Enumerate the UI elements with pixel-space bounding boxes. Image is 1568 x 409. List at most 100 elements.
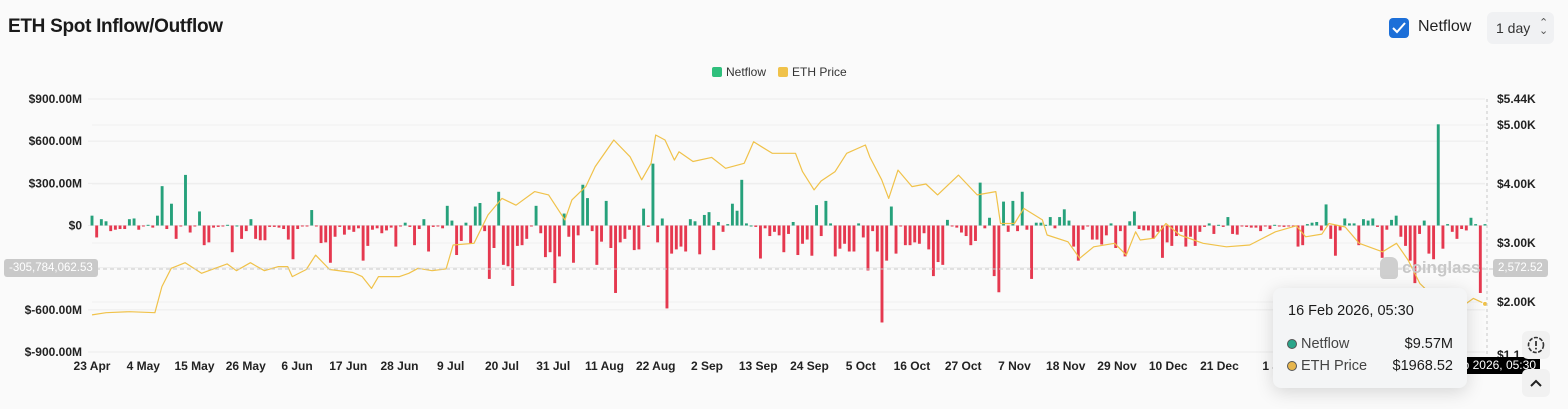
inflow-bar [146,224,150,226]
outflow-bar [567,225,571,237]
x-axis-tick: 18 Nov [1046,359,1086,373]
outflow-bar [254,225,258,239]
outflow-bar [796,225,800,256]
tooltip-value: $1968.52 [1392,358,1453,374]
inflow-bar [1352,223,1356,226]
outflow-bar [819,225,823,237]
outflow-bar [1151,225,1155,239]
inflow-bar [422,219,426,226]
outflow-bar [1282,225,1286,227]
legend-netflow[interactable]: Netflow [712,65,766,79]
outflow-bar [389,225,393,228]
outflow-bar [207,225,211,243]
alert-settings-button[interactable] [1522,331,1550,359]
left-axis-tick: $0 [69,219,83,233]
netflow-checkbox-label[interactable]: Netflow [1418,18,1472,35]
right-axis-tick: $5.44K [1497,92,1536,106]
outflow-bar [1161,225,1164,258]
outflow-bar [212,225,215,228]
legend-price-swatch [778,67,789,77]
inflow-bar [707,212,711,226]
inflow-bar [1044,224,1048,226]
right-axis-tick: $5.00K [1497,118,1536,132]
outflow-bar [777,225,781,236]
outflow-bar [165,225,169,230]
inflow-bar [450,220,454,226]
outflow-bar [992,225,996,277]
tooltip-label: ETH Price [1301,358,1368,374]
inflow-bar [1305,224,1309,226]
outflow-bar [810,225,814,256]
outflow-bar [230,225,234,253]
outflow-bar [179,225,183,227]
inflow-bar [1371,218,1375,226]
outflow-bar [632,225,636,251]
outflow-bar [670,225,674,254]
outflow-bar [487,225,491,279]
inflow-bar [1273,224,1277,226]
outflow-bar [894,225,898,254]
outflow-bar [328,225,332,263]
interval-select[interactable]: 1 day ⌃ ⌄ [1487,12,1554,44]
outflow-bar [1404,225,1407,246]
inflow-bar [1474,224,1478,226]
right-axis-tick: $4.00K [1497,177,1536,191]
outflow-bar [548,225,552,253]
inflow-bar [1315,221,1319,226]
inflow-bar [198,211,201,226]
tooltip-row-netflow: Netflow $9.57M [1287,336,1453,352]
price-dot-icon [1287,361,1297,371]
x-axis-tick: 4 May [127,359,161,373]
outflow-bar [997,225,1001,293]
outflow-bar [974,225,977,241]
outflow-bar [1072,225,1076,247]
outflow-bar [1240,225,1244,227]
outflow-bar [1030,225,1034,279]
outflow-bar [698,225,702,255]
outflow-bar [268,225,272,227]
legend-netflow-label: Netflow [726,65,767,79]
chart-legend: Netflow ETH Price [712,65,847,79]
scroll-top-button[interactable] [1522,369,1550,397]
outflow-bar [366,225,370,246]
outflow-bar [754,225,758,227]
outflow-bar [656,225,660,243]
inflow-bar [988,217,991,226]
legend-eth-price[interactable]: ETH Price [778,65,847,79]
outflow-bar [637,225,641,250]
outflow-bar [347,225,351,230]
outflow-bar [1301,225,1305,246]
page-title: ETH Spot Inflow/Outflow [8,16,223,37]
x-axis-tick: 28 Jun [380,359,418,373]
outflow-bar [282,225,286,230]
outflow-bar [955,225,959,228]
inflow-bar [403,222,407,226]
outflow-bar [1198,225,1202,232]
x-axis-tick: 6 Jun [281,359,312,373]
netflow-checkbox[interactable] [1389,18,1409,38]
inflow-bar [735,210,739,226]
outflow-bar [1193,225,1197,246]
outflow-bar [543,225,547,258]
outflow-bar [1184,225,1188,247]
outflow-bar [441,225,445,229]
right-axis-tick: $3.00K [1497,236,1536,250]
outflow-bar [628,225,632,230]
left-axis-tick: $900.00M [29,92,82,106]
x-axis-tick: 17 Jun [329,359,367,373]
outflow-bar [787,225,790,234]
inflow-bar [1362,219,1365,226]
outflow-bar [1357,225,1361,246]
outflow-bar [768,225,772,237]
tooltip-label: Netflow [1301,336,1350,352]
outflow-bar [1338,225,1342,231]
outflow-bar [1165,225,1169,243]
outflow-bar [843,225,847,244]
outflow-bar [1090,225,1094,240]
outflow-bar [1212,225,1216,234]
inflow-bar [642,208,646,226]
outflow-bar [773,225,776,232]
outflow-bar [1175,225,1178,237]
outflow-bar [263,225,267,241]
